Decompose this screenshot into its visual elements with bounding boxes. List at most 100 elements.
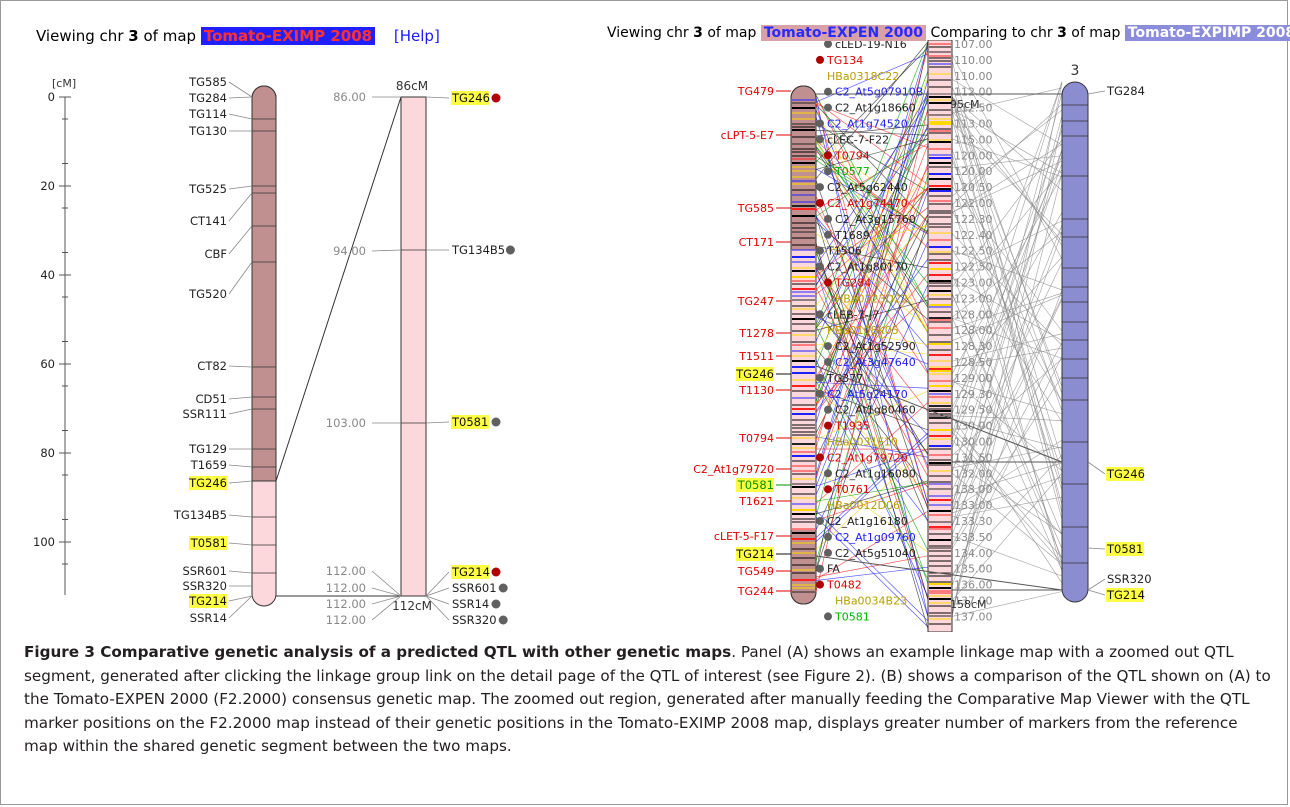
left-marker-ct171[interactable]: CT171: [739, 236, 774, 249]
right-marker-tg214[interactable]: TG214: [1106, 588, 1145, 602]
zoom-marker-tg134b5[interactable]: TG134B5: [451, 243, 505, 257]
mid-marker-dot[interactable]: [816, 135, 824, 144]
mid-marker-dot[interactable]: [824, 532, 832, 541]
mid-marker-dot[interactable]: [824, 214, 832, 223]
marker-ssr14[interactable]: SSR14: [190, 611, 227, 625]
mid-marker-dot[interactable]: [816, 310, 824, 319]
left-marker-t1130[interactable]: T1130: [738, 384, 774, 397]
mid-marker-hba0031f10[interactable]: HBa0031F10: [827, 436, 898, 449]
mid-marker-cled-19-n16[interactable]: cLED-19-N16: [835, 38, 907, 51]
right-marker-tg246[interactable]: TG246: [1106, 467, 1145, 481]
marker-cd51[interactable]: CD51: [195, 392, 227, 406]
mid-marker-tg284[interactable]: TG284: [834, 277, 871, 290]
mid-marker-dot[interactable]: [816, 517, 824, 525]
mid-marker-fa[interactable]: FA: [827, 563, 840, 576]
mid-marker-dot[interactable]: [824, 151, 832, 160]
right-marker-ssr320[interactable]: SSR320: [1107, 572, 1152, 586]
mid-marker-dot[interactable]: [824, 469, 832, 478]
mid-marker-hba0318c22[interactable]: HBa0318C22: [827, 70, 899, 83]
mid-marker-c2-at1g74470[interactable]: C2_At1g74470: [827, 197, 908, 210]
mid-marker-dot[interactable]: [824, 167, 832, 176]
left-marker-t1278[interactable]: T1278: [738, 327, 774, 340]
marker-t1659[interactable]: T1659: [190, 458, 227, 472]
left-marker-t1511[interactable]: T1511: [738, 350, 774, 363]
left-marker-tg246[interactable]: TG246: [735, 367, 774, 381]
zoom-marker-ssr601[interactable]: SSR601: [452, 581, 497, 595]
mid-marker-c2-at1g74520[interactable]: C2_At1g74520: [827, 118, 908, 131]
mid-marker-c2-at5g24170[interactable]: C2_At5g24170: [827, 388, 908, 401]
left-marker-clet-5-f17[interactable]: cLET-5-F17: [714, 530, 774, 543]
marker-tg129[interactable]: TG129: [188, 442, 227, 456]
zoom-marker-t0581[interactable]: T0581: [451, 415, 489, 429]
marker-ssr111[interactable]: SSR111: [182, 407, 227, 421]
mid-marker-dot[interactable]: [816, 453, 824, 462]
mid-marker-dot[interactable]: [816, 55, 824, 64]
marker-tg114[interactable]: TG114: [188, 107, 227, 121]
left-marker-c2_at1g79720[interactable]: C2_At1g79720: [693, 463, 774, 476]
mid-marker-t0581[interactable]: T0581: [834, 610, 870, 623]
mid-marker-dot[interactable]: [824, 358, 832, 366]
mid-marker-dot[interactable]: [824, 405, 832, 414]
map-name-link[interactable]: Tomato-EXIMP 2008: [200, 27, 376, 45]
zoom-marker-ssr14[interactable]: SSR14: [452, 597, 489, 611]
mid-marker-c2-at5g62440[interactable]: C2_At5g62440: [827, 181, 908, 194]
mid-marker-c2-at3g47640[interactable]: C2_At3g47640: [835, 356, 916, 369]
mid-marker-dot[interactable]: [816, 262, 824, 271]
middle-segment[interactable]: [927, 40, 953, 632]
left-marker-tg214[interactable]: TG214: [735, 547, 774, 561]
mid-marker-dot[interactable]: [816, 119, 824, 128]
marker-tg246[interactable]: TG246: [188, 476, 227, 490]
mid-marker-c2-at5g51040[interactable]: C2_At5g51040: [835, 547, 916, 560]
mid-marker-hba0034b23[interactable]: HBa0034B23: [835, 595, 907, 608]
mid-marker-dot[interactable]: [824, 548, 832, 557]
zoom-marker-tg214[interactable]: TG214: [451, 565, 490, 579]
left-marker-tg585[interactable]: TG585: [737, 202, 774, 215]
marker-dot[interactable]: [491, 599, 501, 609]
mid-marker-c2-at3g15760[interactable]: C2_At3g15760: [835, 213, 916, 226]
marker-ssr320[interactable]: SSR320: [182, 579, 227, 593]
mid-marker-dot[interactable]: [816, 199, 824, 207]
mid-marker-t0482[interactable]: T0482: [826, 579, 862, 592]
right-marker-tg284[interactable]: TG284: [1106, 84, 1145, 98]
left-marker-t0581[interactable]: T0581: [736, 478, 774, 492]
left-marker-tg247[interactable]: TG247: [737, 295, 774, 308]
mid-marker-dot[interactable]: [816, 183, 824, 192]
marker-tg525[interactable]: TG525: [188, 182, 227, 196]
mid-marker-t1935[interactable]: T1935: [834, 420, 870, 433]
mid-marker-c2-at1g16080[interactable]: C2_At1g16080: [835, 467, 916, 480]
mid-marker-t1506[interactable]: T1506: [826, 245, 862, 258]
marker-t0581[interactable]: T0581: [189, 536, 227, 550]
mid-marker-dot[interactable]: [816, 373, 824, 382]
mid-marker-dot[interactable]: [824, 278, 832, 287]
marker-ct141[interactable]: CT141: [190, 214, 227, 228]
mid-marker-dot[interactable]: [816, 389, 824, 398]
marker-dot[interactable]: [505, 245, 515, 255]
help-link[interactable]: [Help]: [393, 27, 440, 45]
mid-marker-dot[interactable]: [816, 246, 824, 255]
mid-marker-dot[interactable]: [824, 612, 832, 621]
right-marker-t0581[interactable]: T0581: [1106, 542, 1144, 556]
mid-marker-c2-at1g80460[interactable]: C2_At1g80460: [835, 404, 916, 417]
marker-ssr601[interactable]: SSR601: [182, 564, 227, 578]
zoom-segment[interactable]: [400, 96, 427, 597]
mid-marker-c2-at1g52590[interactable]: C2_At1g52590: [835, 340, 916, 353]
zoom-marker-ssr320[interactable]: SSR320: [452, 613, 497, 627]
mid-marker-c2-at1g79720[interactable]: C2_At1g79720: [827, 451, 908, 464]
mid-marker-c2-at1g18660[interactable]: C2_At1g18660: [835, 102, 916, 115]
mid-marker-hba0012d06[interactable]: HBa0012D06: [827, 499, 900, 512]
mid-marker-dot[interactable]: [816, 580, 824, 589]
left-marker-t1621[interactable]: T1621: [738, 495, 774, 508]
marker-ct82[interactable]: CT82: [197, 359, 227, 373]
marker-tg130[interactable]: TG130: [188, 124, 227, 138]
marker-dot[interactable]: [498, 583, 508, 593]
marker-tg585[interactable]: TG585: [188, 75, 227, 89]
marker-dot[interactable]: [498, 615, 508, 625]
marker-tg134b5[interactable]: TG134B5: [173, 508, 227, 522]
mid-marker-tg134[interactable]: TG134: [826, 54, 863, 67]
mid-marker-dot[interactable]: [816, 564, 824, 573]
mid-marker-c2-at1g16180[interactable]: C2_At1g16180: [827, 515, 908, 528]
mid-marker-t0794[interactable]: T0794: [834, 149, 870, 162]
mid-marker-c2-at1g09760[interactable]: C2_At1g09760: [835, 531, 916, 544]
left-marker-clpt-5-e7[interactable]: cLPT-5-E7: [721, 129, 774, 142]
mid-marker-t0577[interactable]: T0577: [834, 165, 870, 178]
